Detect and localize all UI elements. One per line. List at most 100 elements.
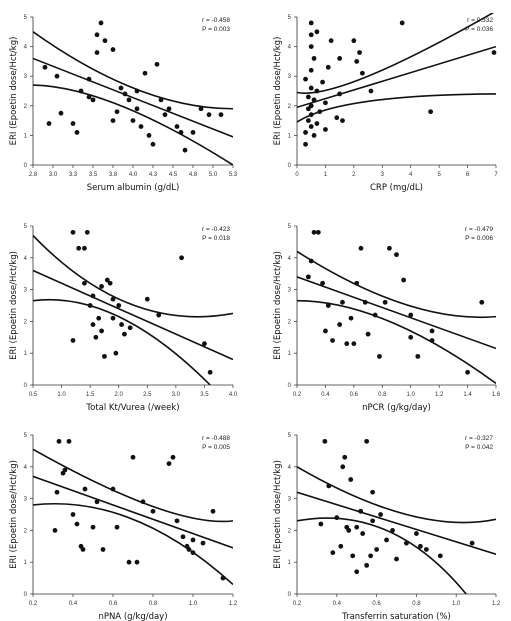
y-tick-label: 3 [24, 288, 28, 294]
ci-lower-band [33, 84, 233, 165]
data-point [401, 277, 407, 283]
y-axis-label: ERI (Epoetin dose/Hct/kg) [273, 460, 283, 569]
data-point [86, 76, 92, 82]
data-point [118, 85, 124, 91]
p-value: P = 0.006 [465, 235, 493, 242]
data-point [429, 328, 435, 334]
y-tick-label: 1 [288, 351, 292, 357]
x-tick-label: 1.5 [86, 392, 95, 398]
data-point [308, 32, 314, 38]
data-point [384, 537, 389, 543]
data-point [104, 277, 110, 283]
y-axis-label: ERI (Epoetin dose/Hct/kg) [9, 37, 19, 146]
data-point [364, 562, 370, 568]
data-point [100, 547, 106, 552]
data-point [346, 528, 352, 533]
y-tick-label: 1 [288, 560, 292, 566]
x-tick-label: 4.8 [189, 172, 198, 178]
data-point [340, 464, 346, 470]
regression-line [297, 45, 496, 109]
data-point [337, 91, 343, 97]
data-point [358, 508, 364, 514]
data-point [190, 537, 196, 543]
data-point [311, 56, 317, 61]
data-point [348, 477, 354, 482]
x-tick-label: 0.6 [109, 601, 118, 607]
data-point [110, 296, 116, 302]
data-point [323, 127, 328, 132]
data-point [359, 70, 365, 76]
x-tick-label: 4.5 [169, 172, 178, 178]
data-point [337, 322, 343, 327]
p-value: P = 0.036 [465, 26, 493, 33]
data-point [190, 550, 196, 556]
data-point [107, 280, 113, 286]
x-tick-label: 1.2 [435, 392, 444, 398]
data-point [206, 112, 212, 118]
x-tick-label: 3.3 [69, 172, 78, 178]
data-point [190, 130, 196, 135]
y-tick-label: 1 [24, 560, 28, 566]
data-point [423, 547, 429, 552]
x-tick-label: 3 [381, 172, 385, 178]
data-point [330, 550, 336, 556]
data-point [56, 438, 62, 444]
data-point [134, 88, 140, 94]
data-point [113, 350, 119, 356]
x-tick-label: 6 [466, 172, 470, 178]
ci-lower-band [297, 517, 467, 594]
data-point [127, 325, 133, 331]
chart-panel-2: 0 1 2 3 4 5 0 1 2 3 4 5 6 7 CRP (mg/dL) ERI (Epoetin do… [273, 13, 498, 193]
data-point [110, 118, 116, 123]
data-point [98, 20, 104, 26]
y-axis-label: ERI (Epoetin dose/Hct/kg) [9, 460, 19, 569]
data-point [357, 50, 362, 55]
data-point [305, 274, 311, 280]
data-point [207, 369, 213, 375]
data-point [382, 299, 388, 305]
data-point [110, 315, 116, 321]
x-tick-label: 0.5 [29, 392, 38, 398]
data-point [365, 331, 371, 337]
data-point [54, 73, 60, 79]
x-tick-label: 3.5 [200, 392, 209, 398]
x-tick-label: 2 [352, 172, 356, 178]
x-tick-label: 3.5 [89, 172, 98, 178]
x-tick-label: 4 [409, 172, 413, 178]
ci-upper-band [33, 448, 233, 523]
y-tick-label: 5 [24, 224, 28, 230]
data-point [351, 38, 357, 44]
data-point [90, 322, 96, 327]
data-point [122, 331, 127, 337]
x-tick-label: 2.5 [143, 392, 152, 398]
data-point [354, 569, 360, 575]
x-tick-label: 1.0 [452, 601, 461, 607]
x-tick-label: 1.6 [492, 392, 501, 398]
data-point [86, 94, 92, 100]
x-tick-label: 0.2 [293, 392, 302, 398]
data-point [154, 61, 160, 67]
y-axis-label: ERI (Epoetin dose/Hct/kg) [9, 251, 19, 360]
data-point [126, 559, 132, 565]
data-point [305, 106, 311, 112]
data-point [150, 508, 156, 514]
data-point [110, 486, 116, 492]
y-tick-label: 0 [24, 163, 28, 169]
x-tick-label: 2.0 [115, 392, 124, 398]
data-point [70, 229, 76, 235]
data-point [330, 338, 335, 343]
data-point [320, 280, 325, 286]
data-point [70, 338, 76, 343]
y-tick-label: 0 [24, 592, 28, 598]
data-point [182, 147, 188, 153]
data-point [220, 575, 226, 581]
y-tick-label: 1 [24, 133, 28, 139]
data-point [166, 461, 172, 467]
x-tick-label: 4.0 [129, 172, 138, 178]
data-point [370, 518, 376, 524]
y-tick-label: 4 [24, 256, 28, 262]
y-tick-label: 3 [24, 497, 28, 503]
x-tick-label: 1.0 [189, 601, 198, 607]
data-point [90, 524, 96, 530]
data-point [84, 229, 90, 235]
